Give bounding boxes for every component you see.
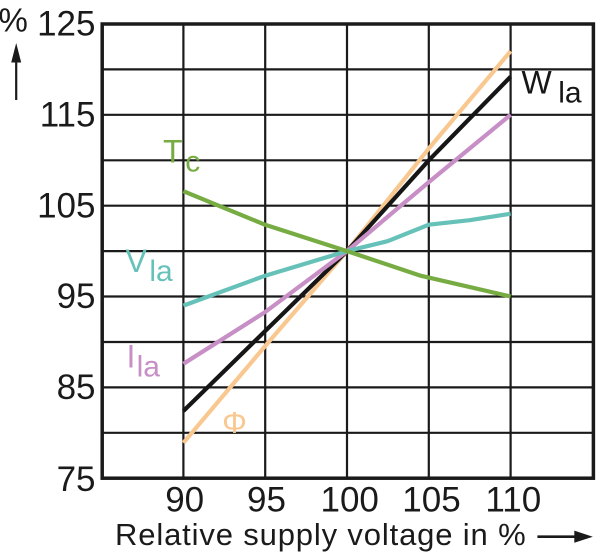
svg-text:125: 125 (37, 5, 95, 44)
svg-text:100: 100 (320, 481, 378, 520)
svg-text:Ila: Ila (127, 338, 161, 383)
svg-text:Relative supply voltage in %: Relative supply voltage in % (115, 517, 527, 552)
svg-text:Wla: Wla (522, 64, 582, 109)
svg-text:95: 95 (57, 277, 96, 316)
svg-text:Φ: Φ (222, 405, 247, 440)
svg-text:Vla: Vla (126, 243, 174, 288)
svg-text:75: 75 (57, 460, 96, 499)
svg-text:110: 110 (485, 481, 541, 520)
svg-text:105: 105 (402, 481, 460, 520)
svg-text:105: 105 (37, 186, 95, 225)
svg-text:Tc: Tc (163, 134, 200, 179)
svg-text:90: 90 (165, 481, 204, 520)
svg-text:%: % (0, 1, 28, 38)
svg-text:95: 95 (247, 481, 286, 520)
svg-text:85: 85 (57, 368, 96, 407)
svg-text:115: 115 (40, 96, 96, 135)
